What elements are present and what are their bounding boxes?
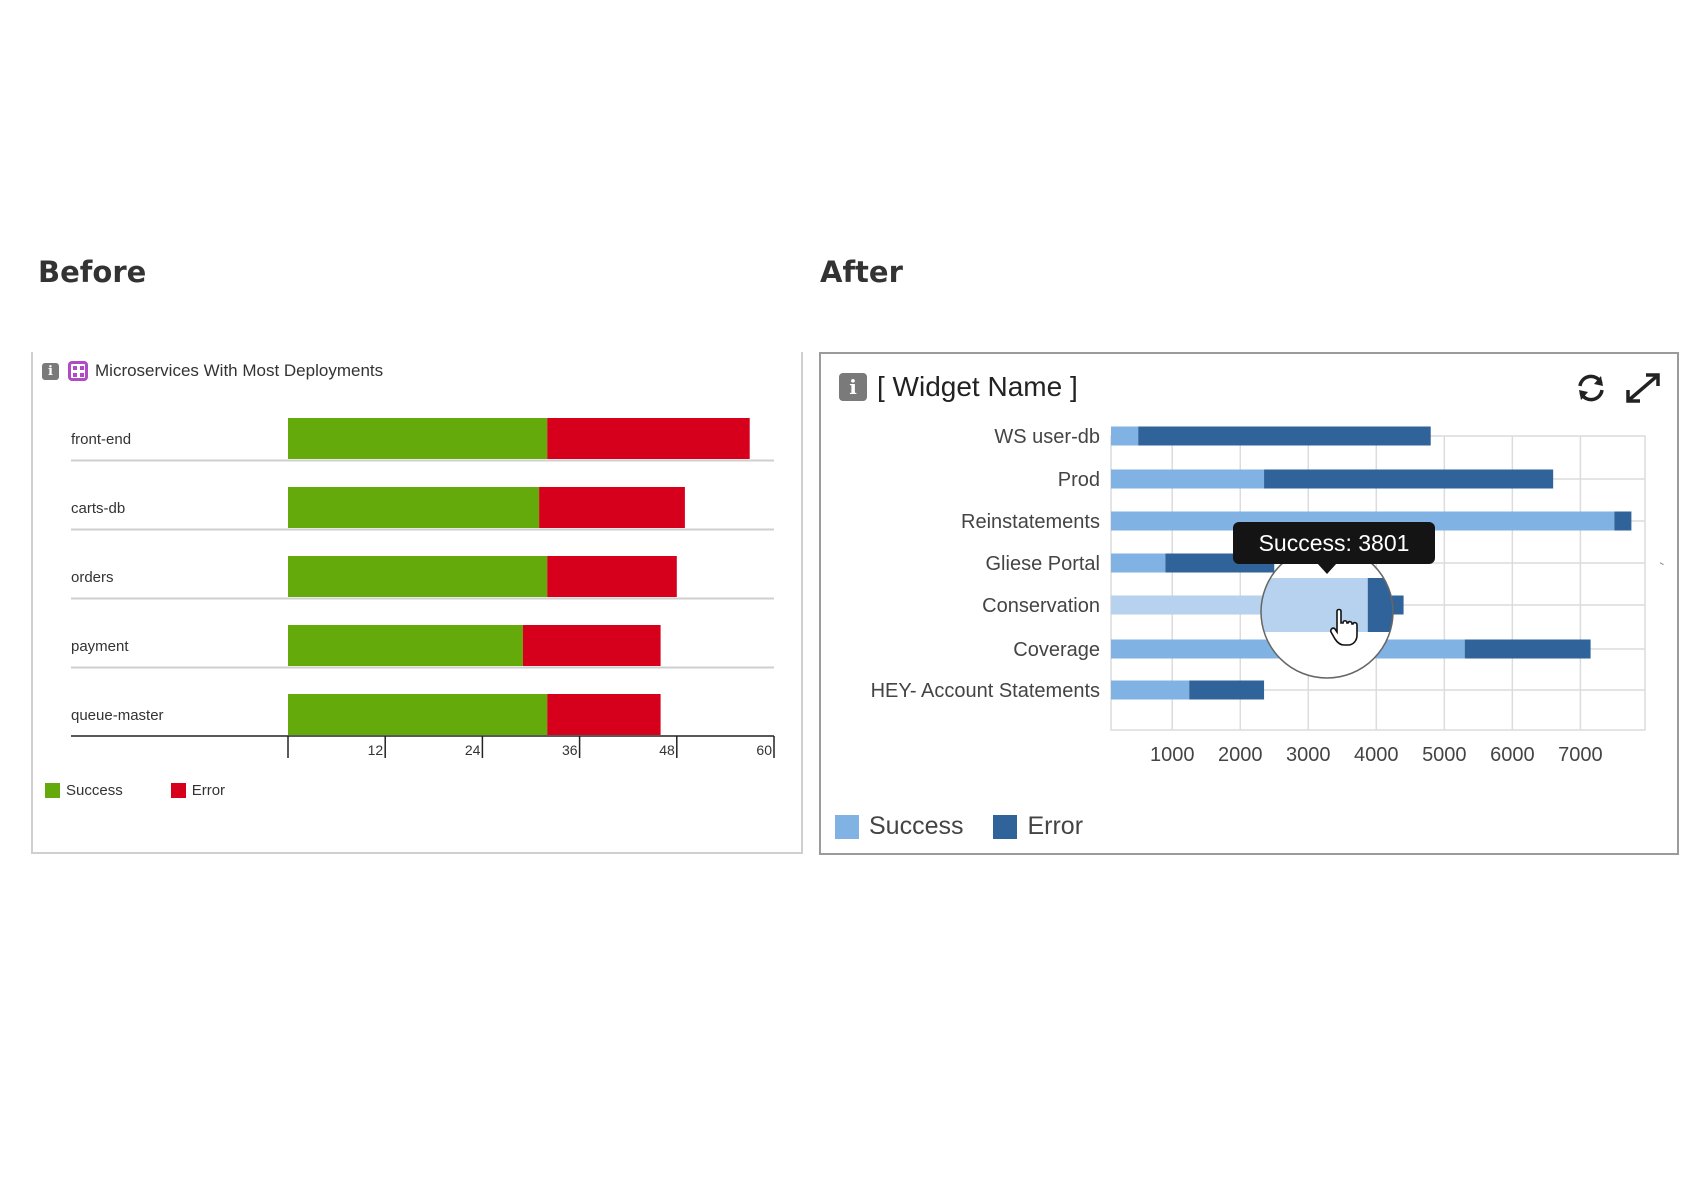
category-label-coverage: Coverage <box>1013 639 1100 661</box>
bar-error-prod <box>1264 469 1554 489</box>
info-icon[interactable]: i <box>42 362 59 380</box>
x-tick-label-7000: 7000 <box>1558 744 1603 766</box>
bar-error-payment <box>522 625 661 666</box>
bar-error-queue-master <box>547 694 661 735</box>
x-tick-label-5000: 5000 <box>1422 744 1467 766</box>
grid-icon <box>68 361 88 381</box>
before-title-row: i Microservices With Most Deployments <box>42 356 383 386</box>
category-label-carts-db: carts-db <box>71 500 125 517</box>
bar-success-hey-account-statements <box>1111 680 1190 700</box>
x-tick-label-4000: 4000 <box>1354 744 1399 766</box>
after-title-row: i [ Widget Name ] <box>839 370 1078 404</box>
info-icon[interactable]: i <box>839 373 867 401</box>
x-tick-label-60: 60 <box>756 742 772 758</box>
expand-icon[interactable] <box>1623 368 1663 408</box>
bar-error-front-end <box>547 418 750 459</box>
bar-success-ws-user-db <box>1111 426 1139 446</box>
after-chart: 1000 2000 3000 4000 5000 6000 7000 WS user-db Pr… <box>871 426 1646 766</box>
bar-success-gliese-portal <box>1111 553 1166 573</box>
bar-success-front-end <box>288 418 548 459</box>
bar-error-reinstatements <box>1614 511 1632 531</box>
tooltip-pointer <box>1317 563 1337 574</box>
legend-item-error[interactable]: Error <box>993 812 1083 841</box>
tooltip-text: Success: 3801 <box>1259 530 1410 556</box>
after-heading: After <box>820 255 903 289</box>
hand-cursor-icon <box>1330 608 1358 646</box>
after-widget-title: [ Widget Name ] <box>877 371 1078 402</box>
legend-label-error: Error <box>191 782 226 799</box>
legend-swatch-error <box>993 814 1018 839</box>
legend-item-success[interactable]: Success <box>45 782 123 799</box>
bar-error-ws-user-db <box>1138 426 1431 446</box>
category-label-hey-account-statements: HEY- Account Statements <box>871 680 1100 702</box>
x-tick-label-12: 12 <box>368 742 384 758</box>
x-tick-label-36: 36 <box>562 742 578 758</box>
category-label-orders: orders <box>71 569 114 586</box>
bar-success-carts-db <box>288 487 540 528</box>
bar-success-payment <box>288 625 523 666</box>
legend-item-error[interactable]: Error <box>170 782 226 799</box>
before-widget: i Microservices With Most Deployments fr… <box>31 352 803 854</box>
bar-success-prod <box>1111 469 1265 489</box>
legend-label-success: Success <box>869 812 964 840</box>
after-widget: i [ Widget Name ] 1000 2000 3000 4000 5000 60… <box>819 352 1679 855</box>
bar-error-carts-db <box>539 487 685 528</box>
bar-success-orders <box>288 556 548 597</box>
category-label-reinstatements: Reinstatements <box>961 511 1100 533</box>
category-label-ws-user-db: WS user-db <box>994 426 1100 448</box>
hand-cursor-shape <box>1330 608 1358 646</box>
tooltip-box <box>1233 522 1435 564</box>
legend-swatch-error <box>170 783 186 798</box>
bar-success-queue-master <box>288 694 548 735</box>
category-label-gliese-portal: Gliese Portal <box>986 553 1101 575</box>
category-label-queue-master: queue-master <box>71 707 164 724</box>
legend-swatch-success <box>45 783 60 798</box>
category-label-payment: payment <box>71 638 129 655</box>
legend-label-success: Success <box>66 782 123 799</box>
bar-error-hey-account-statements <box>1189 680 1265 700</box>
after-legend: Success Error <box>835 812 1113 841</box>
lens-content <box>1261 578 1393 632</box>
refresh-icon[interactable] <box>1571 368 1611 408</box>
before-widget-title: Microservices With Most Deployments <box>95 361 384 380</box>
x-tick-label-6000: 6000 <box>1490 744 1535 766</box>
tooltip: Success: 3801 <box>1233 522 1435 574</box>
legend-label-error: Error <box>1027 812 1084 840</box>
category-label-front-end: front-end <box>71 431 131 448</box>
legend-swatch-success <box>835 814 859 839</box>
legend-item-success[interactable]: Success <box>835 812 963 841</box>
x-tick-label-1000: 1000 <box>1150 744 1195 766</box>
category-label-prod: Prod <box>1058 469 1100 491</box>
before-heading: Before <box>38 255 147 289</box>
bar-error-orders <box>547 556 677 597</box>
x-tick-label-48: 48 <box>659 742 675 758</box>
before-legend: Success Error <box>45 782 273 799</box>
x-tick-label-3000: 3000 <box>1286 744 1331 766</box>
x-tick-label-2000: 2000 <box>1218 744 1263 766</box>
widget-toolbar <box>1559 368 1663 408</box>
magnifier-lens <box>1260 545 1394 679</box>
before-chart: front-end carts-db orders payment queue-mast… <box>71 418 775 758</box>
x-tick-label-24: 24 <box>465 742 481 758</box>
bar-error-coverage <box>1464 639 1591 659</box>
category-label-conservation: Conservation <box>982 595 1100 617</box>
